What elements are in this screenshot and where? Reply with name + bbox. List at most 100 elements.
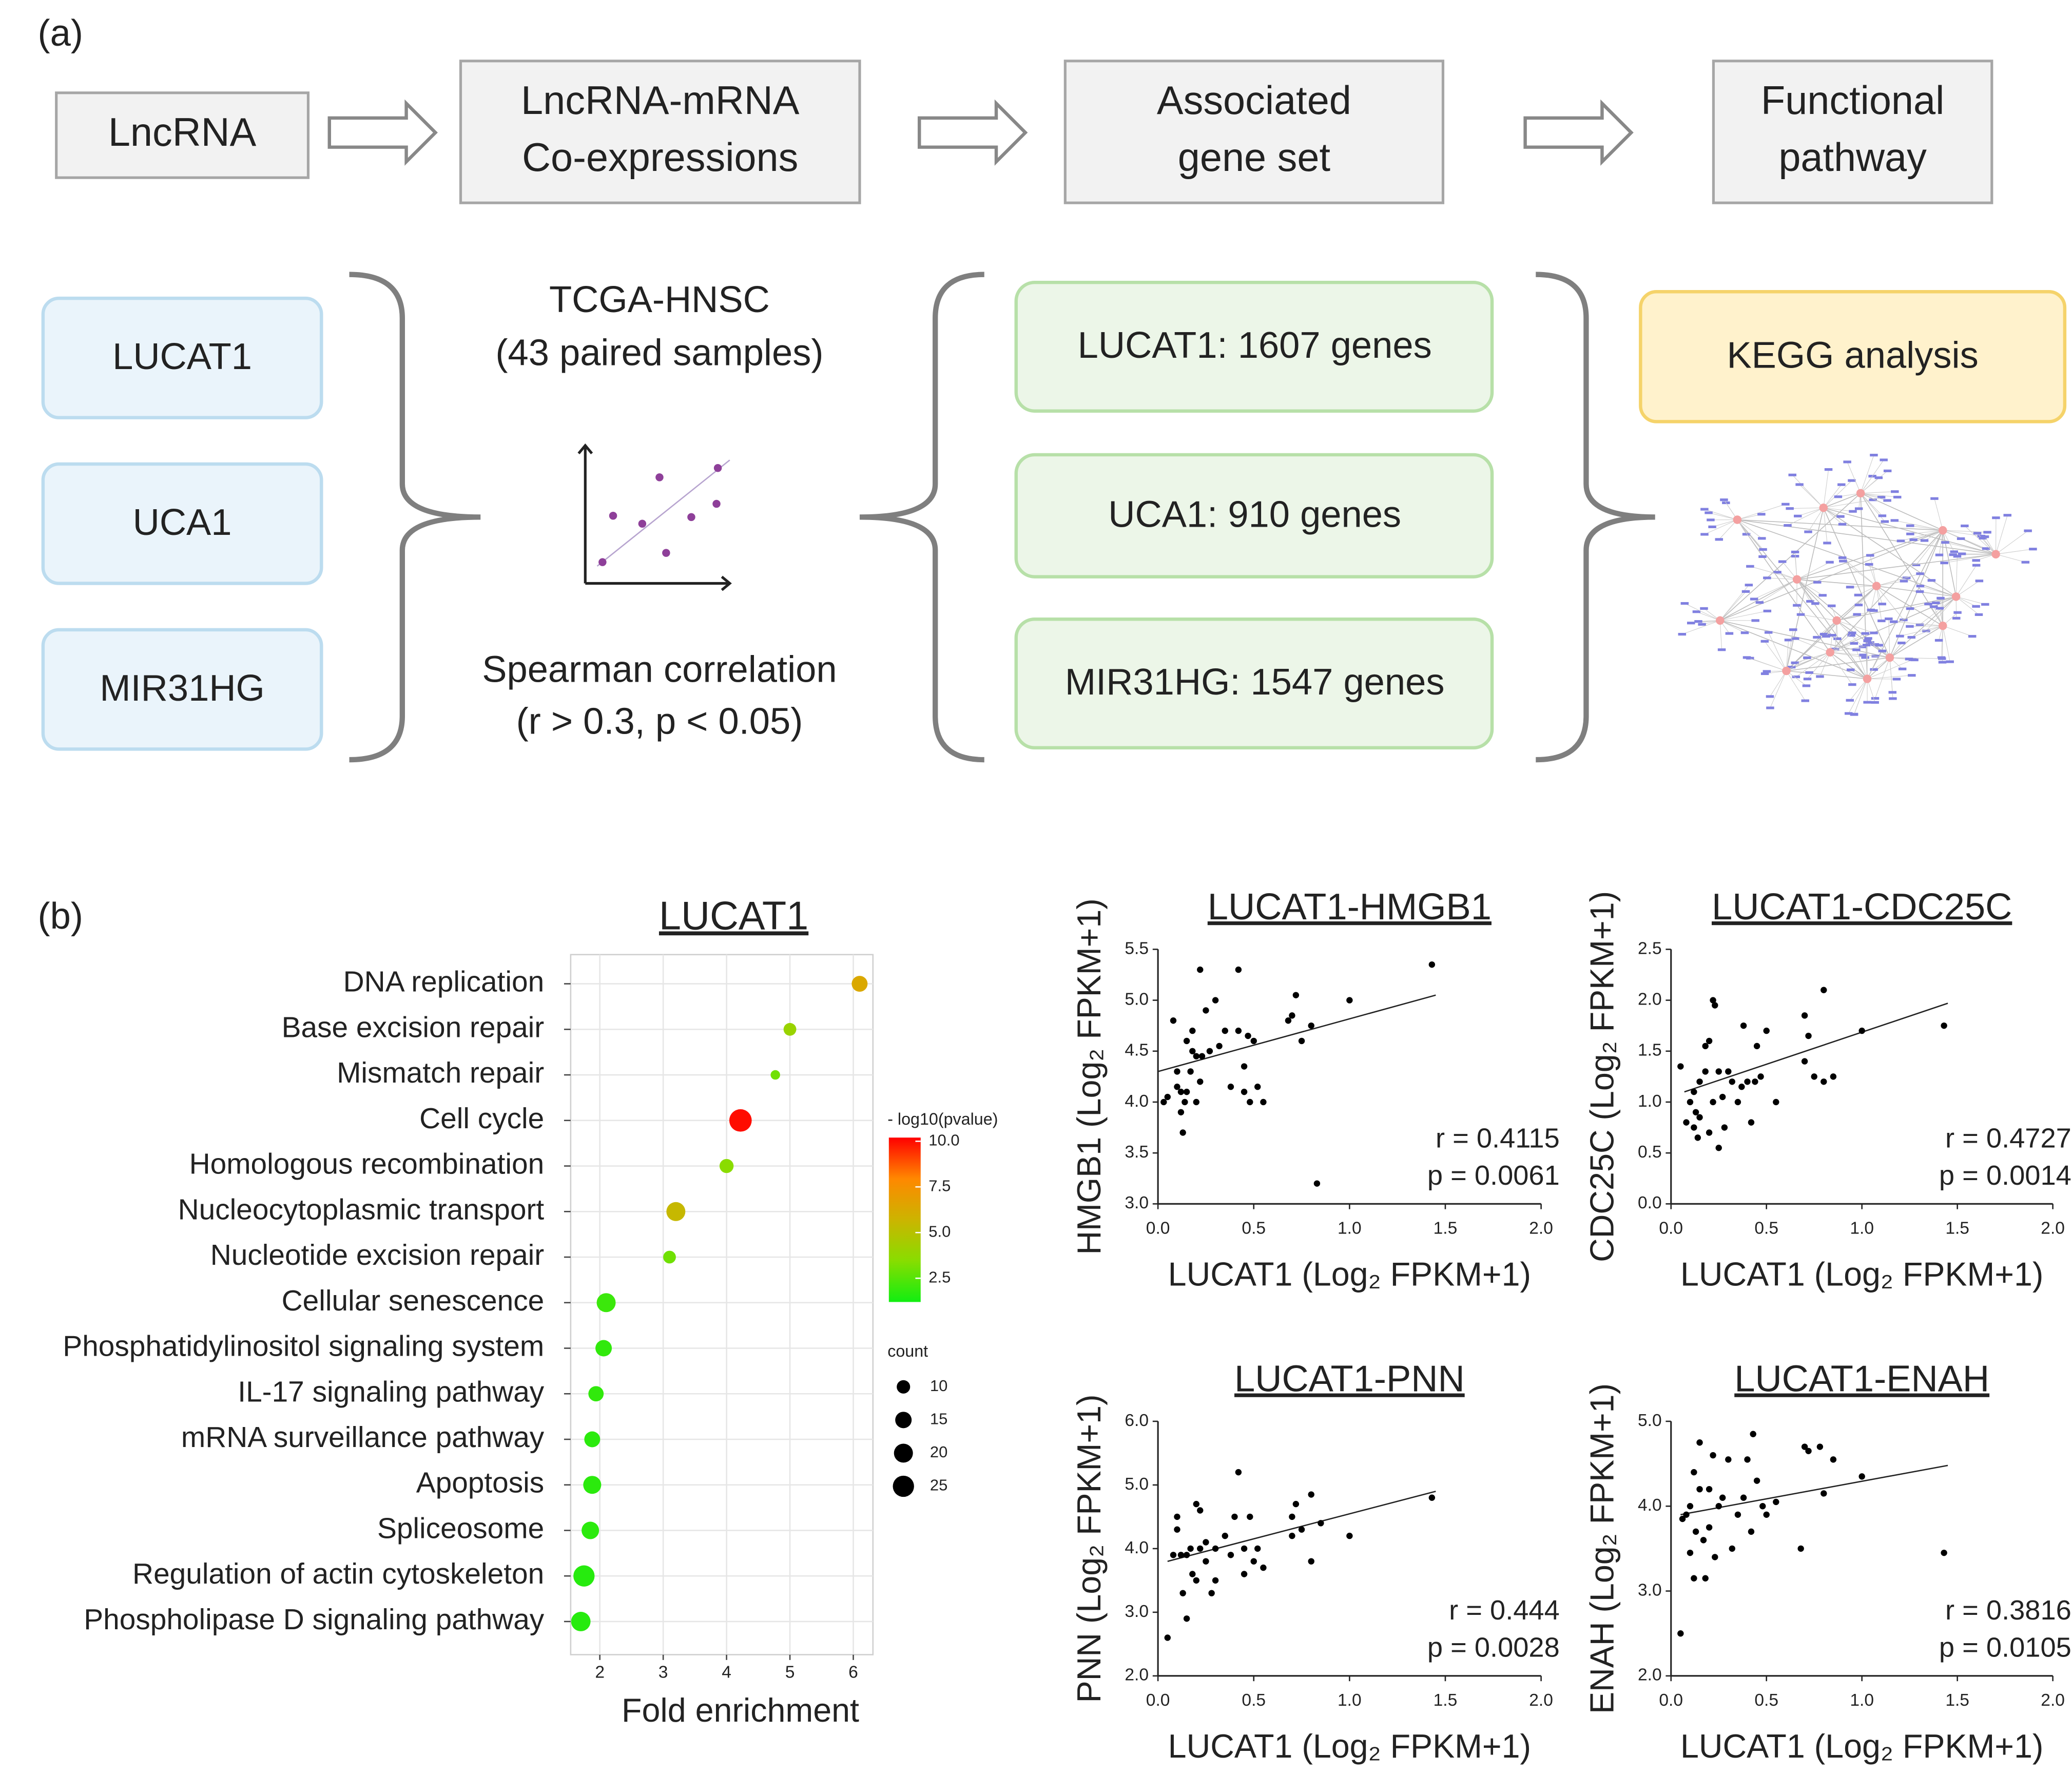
network-node: [1906, 607, 1914, 610]
y-tick-label: 6.0: [1125, 1411, 1149, 1430]
kegg-box: [1639, 290, 2067, 423]
network-edge: [1737, 519, 1957, 597]
network-node: [1787, 666, 1796, 669]
network-node: [1678, 632, 1687, 636]
network-edge: [1943, 625, 1972, 637]
network-edge: [1720, 620, 1890, 658]
network-node: [1750, 597, 1758, 601]
x-tick-label: 0.5: [1754, 1691, 1778, 1710]
network-node: [1983, 531, 1991, 534]
network-hub: [1938, 621, 1947, 630]
network-node: [1968, 635, 1977, 638]
point: [1816, 1443, 1824, 1450]
network-node: [1863, 701, 1871, 704]
network-node: [1846, 586, 1854, 589]
network-node: [1906, 524, 1914, 527]
color-tick-label: 5.0: [928, 1222, 951, 1240]
point: [1692, 1528, 1699, 1535]
network-node: [2021, 561, 2030, 564]
trendline: [1680, 1464, 1948, 1516]
point: [1692, 1109, 1699, 1115]
brace: [349, 272, 481, 763]
network-edge: [1719, 591, 1746, 621]
network-edge: [1847, 461, 1861, 494]
network-node: [1838, 556, 1847, 560]
network-node: [1973, 532, 1982, 535]
x-tick-label: 6: [848, 1663, 858, 1682]
y-tick-label: 4.0: [1125, 1538, 1149, 1557]
size-legend-dot: [897, 1380, 911, 1394]
network-edge: [1955, 596, 1979, 615]
network-node: [1870, 668, 1878, 671]
network-node: [1881, 520, 1889, 523]
point: [1222, 1532, 1228, 1539]
point: [1700, 1537, 1707, 1544]
point: [1183, 1552, 1190, 1558]
network-edge: [1861, 491, 1895, 494]
point: [1313, 1180, 1321, 1187]
network-hub: [1733, 515, 1742, 524]
point: [1222, 1027, 1228, 1034]
network-edge: [1955, 596, 1985, 605]
network-edge: [1860, 493, 1883, 516]
point: [1203, 1558, 1209, 1565]
network-node: [1791, 550, 1799, 553]
category-label: Mismatch repair: [337, 1057, 544, 1089]
network-edge: [1893, 621, 1943, 626]
point: [1164, 1093, 1171, 1101]
network-node: [2029, 548, 2037, 551]
point: [1805, 1448, 1812, 1454]
network-node: [1906, 532, 1914, 535]
point: [1289, 1012, 1295, 1019]
network-node: [1859, 653, 1867, 657]
brace: [859, 272, 984, 763]
network-node: [1828, 633, 1836, 637]
network-edge: [1759, 579, 1797, 603]
point: [1702, 1043, 1709, 1050]
network-node: [1897, 641, 1906, 645]
network-node: [1852, 648, 1861, 651]
network-edge: [1900, 625, 1943, 637]
network-node: [1941, 541, 1949, 544]
network-node: [1794, 514, 1802, 517]
network-edge: [1856, 649, 1868, 679]
point: [1260, 1098, 1267, 1106]
x-tick-label: 2.0: [1529, 1691, 1553, 1710]
x-tick-label: 0.0: [1146, 1691, 1170, 1710]
network-node: [1766, 706, 1774, 709]
point: [1805, 1032, 1812, 1039]
point: [1289, 1513, 1295, 1520]
network-edge: [1867, 650, 1883, 679]
network-node: [1981, 603, 1989, 606]
network-edge: [1836, 620, 1874, 633]
network-node: [1834, 495, 1843, 498]
point: [1702, 1575, 1709, 1582]
point: [1197, 966, 1204, 973]
network-node: [1717, 648, 1726, 651]
dataset-label: TCGA-HNSC: [549, 279, 770, 320]
network-node: [1700, 533, 1709, 536]
network-node: [1745, 584, 1753, 587]
category-label: Spliceosome: [377, 1512, 544, 1545]
y-tick-label: 4.0: [1638, 1496, 1662, 1515]
point: [1203, 1007, 1209, 1014]
network-node: [1846, 668, 1855, 671]
network-node: [1816, 675, 1824, 678]
point: [1177, 1088, 1185, 1095]
x-axis-label: LUCAT1 (Log₂ FPKM+1): [1168, 1728, 1531, 1765]
network-node: [1906, 625, 1914, 628]
network-edge: [1888, 619, 1890, 658]
point: [1858, 1027, 1865, 1034]
chart-title: LUCAT1-CDC25C: [1712, 886, 2012, 928]
network-edge: [1940, 598, 1943, 626]
point: [1687, 1503, 1694, 1510]
network-edge: [1737, 504, 1786, 520]
network-node: [1957, 537, 1965, 540]
network-node: [1848, 631, 1856, 634]
network-hub: [1951, 592, 1961, 601]
point: [1292, 992, 1300, 998]
network-hub: [1938, 526, 1947, 535]
step-box: [1063, 60, 1445, 204]
network-edge: [1737, 519, 1763, 539]
network-edge: [1867, 659, 1913, 679]
